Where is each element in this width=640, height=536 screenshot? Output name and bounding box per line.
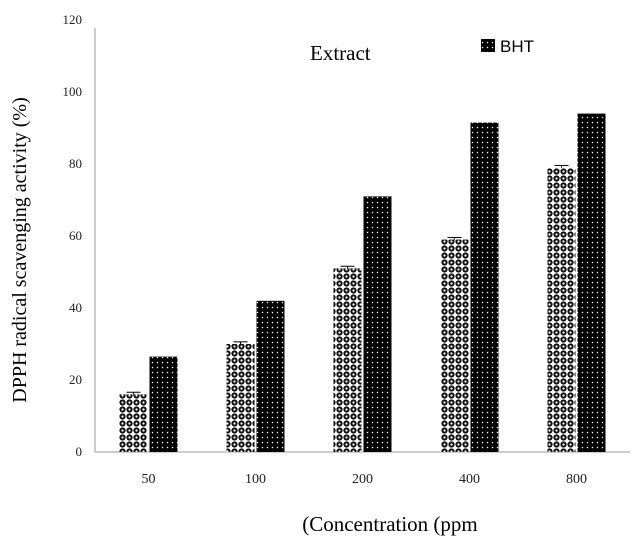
legend: Extract BHT — [310, 37, 534, 65]
y-tick-label: 60 — [69, 228, 82, 243]
y-tick-label: 100 — [63, 84, 83, 99]
y-axis-label: DPPH radical scavenging activity (%) — [9, 97, 31, 402]
bar-bht-50 — [150, 357, 178, 452]
bar-extract-100 — [227, 344, 255, 452]
y-tick-label: 120 — [63, 12, 83, 27]
legend-swatch-bht — [481, 39, 495, 52]
x-axis-ticks: 50 100 200 400 800 — [142, 472, 588, 487]
bar-bht-200 — [364, 196, 392, 452]
x-axis-label: (Concentration (ppm — [302, 512, 478, 536]
bar-bht-800 — [578, 114, 606, 452]
x-tick-label: 800 — [566, 472, 587, 487]
bar-extract-400 — [441, 240, 469, 452]
y-tick-label: 80 — [69, 156, 82, 171]
x-tick-label: 200 — [352, 472, 373, 487]
bar-bht-400 — [471, 123, 499, 452]
bar-extract-200 — [334, 268, 362, 452]
y-tick-label: 20 — [69, 372, 82, 387]
bar-bht-100 — [257, 301, 285, 452]
bar-extract-800 — [548, 168, 576, 452]
x-tick-label: 400 — [459, 472, 480, 487]
y-tick-label: 40 — [69, 300, 82, 315]
x-tick-label: 50 — [142, 472, 156, 487]
bar-extract-50 — [120, 394, 148, 452]
x-tick-label: 100 — [245, 472, 266, 487]
legend-label-extract: Extract — [310, 41, 371, 65]
bars — [120, 114, 606, 452]
y-axis-ticks: 0 20 40 60 80 100 120 — [63, 12, 83, 459]
y-tick-label: 0 — [76, 444, 83, 459]
legend-label-bht: BHT — [500, 37, 534, 56]
